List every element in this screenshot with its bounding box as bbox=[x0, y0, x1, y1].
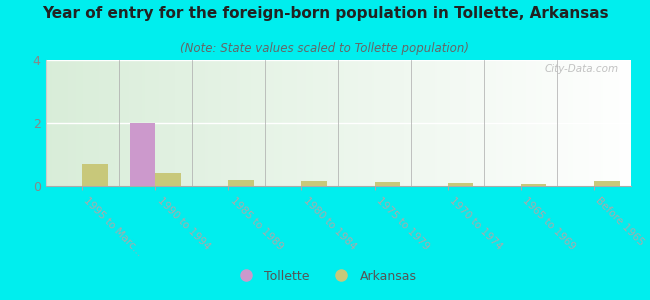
Text: (Note: State values scaled to Tollette population): (Note: State values scaled to Tollette p… bbox=[181, 42, 469, 55]
Bar bbox=[155, 173, 181, 186]
Bar bbox=[374, 182, 400, 186]
Legend: Tollette, Arkansas: Tollette, Arkansas bbox=[228, 265, 422, 288]
Bar bbox=[129, 123, 155, 186]
Bar bbox=[302, 181, 327, 186]
Text: City-Data.com: City-Data.com bbox=[545, 64, 619, 74]
Text: Year of entry for the foreign-born population in Tollette, Arkansas: Year of entry for the foreign-born popul… bbox=[42, 6, 608, 21]
Bar bbox=[448, 183, 473, 186]
Bar bbox=[521, 184, 547, 186]
Bar bbox=[82, 164, 108, 186]
Bar bbox=[594, 181, 619, 186]
Bar bbox=[228, 180, 254, 186]
